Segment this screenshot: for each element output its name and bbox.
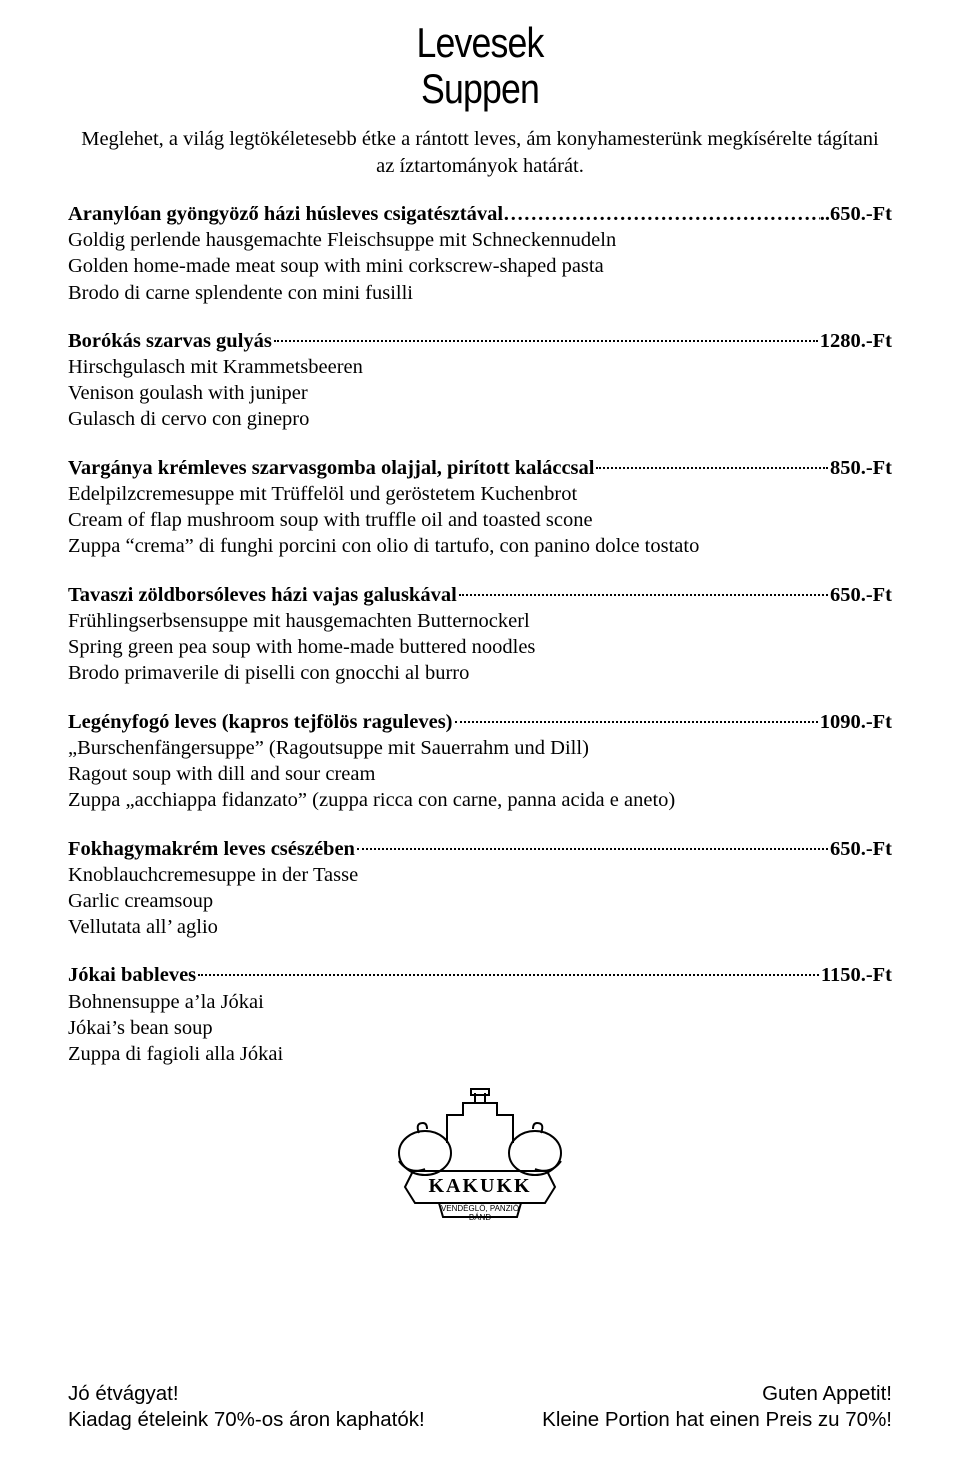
logo-banner-text: KAKUKK — [428, 1175, 531, 1197]
menu-item-header: Aranylóan gyöngyöző házi húsleves csigat… — [68, 201, 892, 227]
menu-item-description: Goldig perlende hausgemachte Fleischsupp… — [68, 227, 892, 253]
menu-item-price: 1090.-Ft — [820, 709, 892, 735]
leader-dashes: ……………………………………………………… — [503, 201, 820, 227]
menu-item-name: Borókás szarvas gulyás — [68, 328, 272, 354]
menu-item-description: Zuppa di fagioli alla Jókai — [68, 1041, 892, 1067]
menu-item-description: Cream of flap mushroom soup with truffle… — [68, 507, 892, 533]
menu-item-price: 650.-Ft — [830, 836, 892, 862]
intro-line-2: az íztartományok határát. — [376, 155, 584, 177]
menu-item-header: Vargánya krémleves szarvasgomba olajjal,… — [68, 455, 892, 481]
leader-dots — [455, 708, 818, 722]
menu-item-header: Jókai bableves 1150.-Ft — [68, 962, 892, 988]
menu-item-price: 1150.-Ft — [821, 962, 892, 988]
menu-item-description: Bohnensuppe a’la Jókai — [68, 989, 892, 1015]
menu-item-name: Jókai bableves — [68, 962, 196, 988]
page-footer: Jó étvágyat! Kiadag ételeink 70%-os áron… — [68, 1381, 892, 1434]
menu-item-description: Brodo di carne splendente con mini fusil… — [68, 280, 892, 306]
menu-item-header: Fokhagymakrém leves csészében 650.-Ft — [68, 836, 892, 862]
menu-item-description: Zuppa „acchiappa fidanzato” (zuppa ricca… — [68, 787, 892, 813]
logo-sub2-text: BÁND — [469, 1213, 491, 1222]
menu-item: Vargánya krémleves szarvasgomba olajjal,… — [68, 455, 892, 560]
menu-item-price: ..650.-Ft — [820, 201, 892, 227]
menu-item-price: 650.-Ft — [830, 582, 892, 608]
menu-item-header: Legényfogó leves (kapros tejfölös ragule… — [68, 709, 892, 735]
menu-item-description: Knoblauchcremesuppe in der Tasse — [68, 862, 892, 888]
menu-item: Borókás szarvas gulyás 1280.-FtHirschgula… — [68, 328, 892, 433]
logo-sub-text: VENDÉGLŐ, PANZIÓ — [441, 1204, 519, 1213]
menu-item: Tavaszi zöldborsóleves házi vajas galusk… — [68, 582, 892, 687]
menu-item: Aranylóan gyöngyöző házi húsleves csigat… — [68, 201, 892, 306]
title-line-2: Suppen — [130, 66, 830, 112]
menu-item-header: Tavaszi zöldborsóleves házi vajas galusk… — [68, 582, 892, 608]
footer-left-1: Jó étvágyat! — [68, 1382, 179, 1405]
footer-left-2: Kiadag ételeink 70%-os áron kaphatók! — [68, 1408, 425, 1431]
menu-item-price: 1280.-Ft — [820, 328, 892, 354]
restaurant-logo: KAKUKK VENDÉGLŐ, PANZIÓ BÁND — [68, 1075, 892, 1230]
menu-item-description: Edelpilzcremesuppe mit Trüffelöl und ger… — [68, 481, 892, 507]
menu-item-description: Golden home-made meat soup with mini cor… — [68, 253, 892, 279]
footer-left: Jó étvágyat! Kiadag ételeink 70%-os áron… — [68, 1381, 425, 1434]
leader-dots — [198, 962, 819, 976]
menu-item-name: Vargánya krémleves szarvasgomba olajjal,… — [68, 455, 594, 481]
menu-item-description: Spring green pea soup with home-made but… — [68, 634, 892, 660]
footer-right: Guten Appetit! Kleine Portion hat einen … — [542, 1381, 892, 1434]
footer-right-2: Kleine Portion hat einen Preis zu 70%! — [542, 1408, 892, 1431]
intro-line-1: Meglehet, a világ legtökéletesebb étke a… — [81, 128, 879, 150]
menu-item: Legényfogó leves (kapros tejfölös ragule… — [68, 709, 892, 814]
menu-item-description: „Burschenfängersuppe” (Ragoutsuppe mit S… — [68, 735, 892, 761]
footer-right-1: Guten Appetit! — [762, 1382, 892, 1405]
menu-item-description: Brodo primaverile di piselli con gnocchi… — [68, 660, 892, 686]
menu-item-description: Frühlingserbsensuppe mit hausgemachten B… — [68, 608, 892, 634]
leader-dots — [596, 454, 827, 468]
menu-item-description: Jókai’s bean soup — [68, 1015, 892, 1041]
menu-item-description: Venison goulash with juniper — [68, 380, 892, 406]
leader-dots — [274, 327, 818, 341]
menu-item-description: Zuppa “crema” di funghi porcini con olio… — [68, 533, 892, 559]
menu-item: Fokhagymakrém leves csészében 650.-FtKnob… — [68, 836, 892, 941]
title-line-1: Levesek — [130, 20, 830, 66]
menu-item-name: Fokhagymakrém leves csészében — [68, 836, 355, 862]
menu-item-description: Gulasch di cervo con ginepro — [68, 406, 892, 432]
leader-dots — [459, 581, 828, 595]
menu-item-description: Vellutata all’ aglio — [68, 914, 892, 940]
menu-page: Levesek Suppen Meglehet, a világ legtöké… — [0, 0, 960, 1230]
menu-item-description: Ragout soup with dill and sour cream — [68, 761, 892, 787]
intro-text: Meglehet, a világ legtökéletesebb étke a… — [68, 126, 892, 178]
leader-dots — [357, 835, 828, 849]
menu-item-description: Garlic creamsoup — [68, 888, 892, 914]
menu-items-list: Aranylóan gyöngyöző házi húsleves csigat… — [68, 201, 892, 1068]
menu-item-name: Tavaszi zöldborsóleves házi vajas galusk… — [68, 582, 457, 608]
menu-item: Jókai bableves 1150.-FtBohnensuppe a’la J… — [68, 962, 892, 1067]
menu-item-description: Hirschgulasch mit Krammetsbeeren — [68, 354, 892, 380]
menu-item-price: 850.-Ft — [830, 455, 892, 481]
menu-item-name: Aranylóan gyöngyöző házi húsleves csigat… — [68, 201, 503, 227]
menu-item-name: Legényfogó leves (kapros tejfölös ragule… — [68, 709, 453, 735]
menu-item-header: Borókás szarvas gulyás 1280.-Ft — [68, 328, 892, 354]
